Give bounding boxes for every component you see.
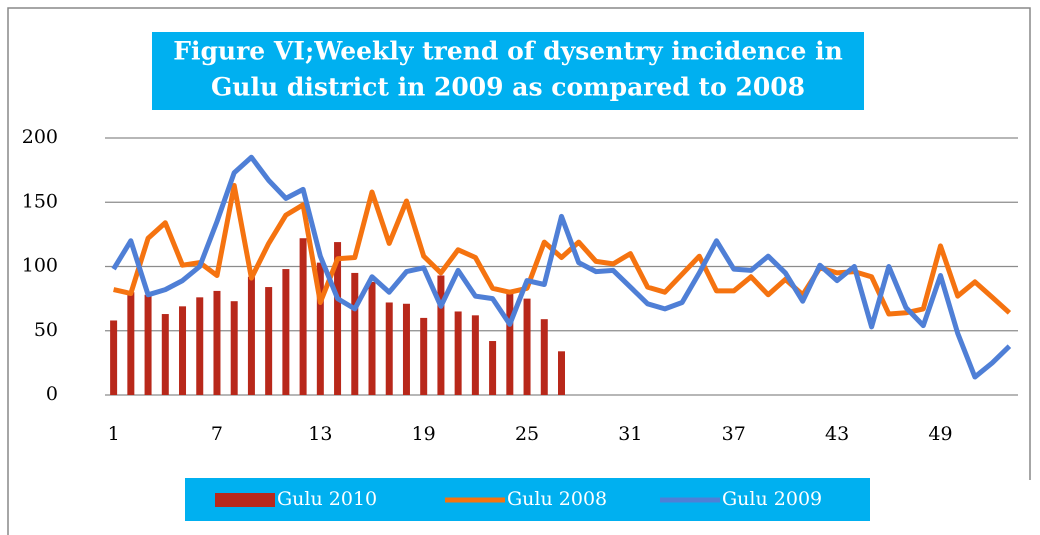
x-tick-label: 43 — [825, 423, 849, 445]
bar — [196, 297, 204, 395]
bar — [523, 298, 531, 395]
bar — [144, 294, 152, 395]
x-tick-label: 19 — [412, 423, 436, 445]
bar — [127, 292, 135, 395]
x-tick-label: 25 — [515, 423, 539, 445]
title-box — [152, 32, 864, 110]
bar — [282, 269, 290, 395]
x-tick-label: 13 — [308, 423, 332, 445]
line — [111, 154, 1012, 380]
y-tick-label: 150 — [22, 190, 58, 212]
bar — [110, 320, 118, 395]
bar — [316, 262, 324, 395]
x-tick-label: 49 — [928, 423, 952, 445]
bar — [558, 351, 565, 395]
chart-title: Figure VI;Weekly trend of dysentry incid… — [173, 37, 843, 66]
bar — [213, 290, 221, 395]
bar — [506, 292, 514, 395]
frame — [7, 7, 1031, 535]
x-tick-label: 7 — [211, 423, 223, 445]
bar — [437, 275, 445, 395]
bar — [334, 242, 342, 395]
bar — [230, 301, 238, 395]
legend-label: Gulu 2010 — [277, 488, 377, 510]
y-tick-label: 200 — [22, 126, 58, 148]
y-tick-label: 50 — [34, 319, 58, 341]
bar — [351, 272, 359, 395]
y-tick-label: 0 — [46, 383, 58, 405]
bar — [247, 276, 255, 395]
bar — [299, 238, 307, 395]
legend-label: Gulu 2008 — [507, 488, 607, 510]
bar — [540, 319, 548, 395]
bar — [179, 306, 187, 395]
bar — [265, 287, 273, 395]
bar — [368, 281, 376, 395]
legend-swatch — [215, 493, 275, 507]
bar — [385, 302, 393, 395]
x-tick-label: 31 — [618, 423, 642, 445]
x-tick-label: 37 — [722, 423, 746, 445]
bar — [420, 317, 428, 395]
x-tick-label: 1 — [108, 423, 120, 445]
line — [113, 183, 1012, 317]
bar — [454, 311, 462, 395]
legend-box — [185, 478, 870, 521]
legend-label: Gulu 2009 — [722, 488, 822, 510]
bar — [161, 314, 169, 395]
y-tick-label: 100 — [22, 255, 58, 277]
bar — [471, 315, 479, 395]
bar — [402, 303, 410, 395]
bar — [489, 341, 497, 395]
chart-title: Gulu district in 2009 as compared to 200… — [211, 73, 805, 102]
